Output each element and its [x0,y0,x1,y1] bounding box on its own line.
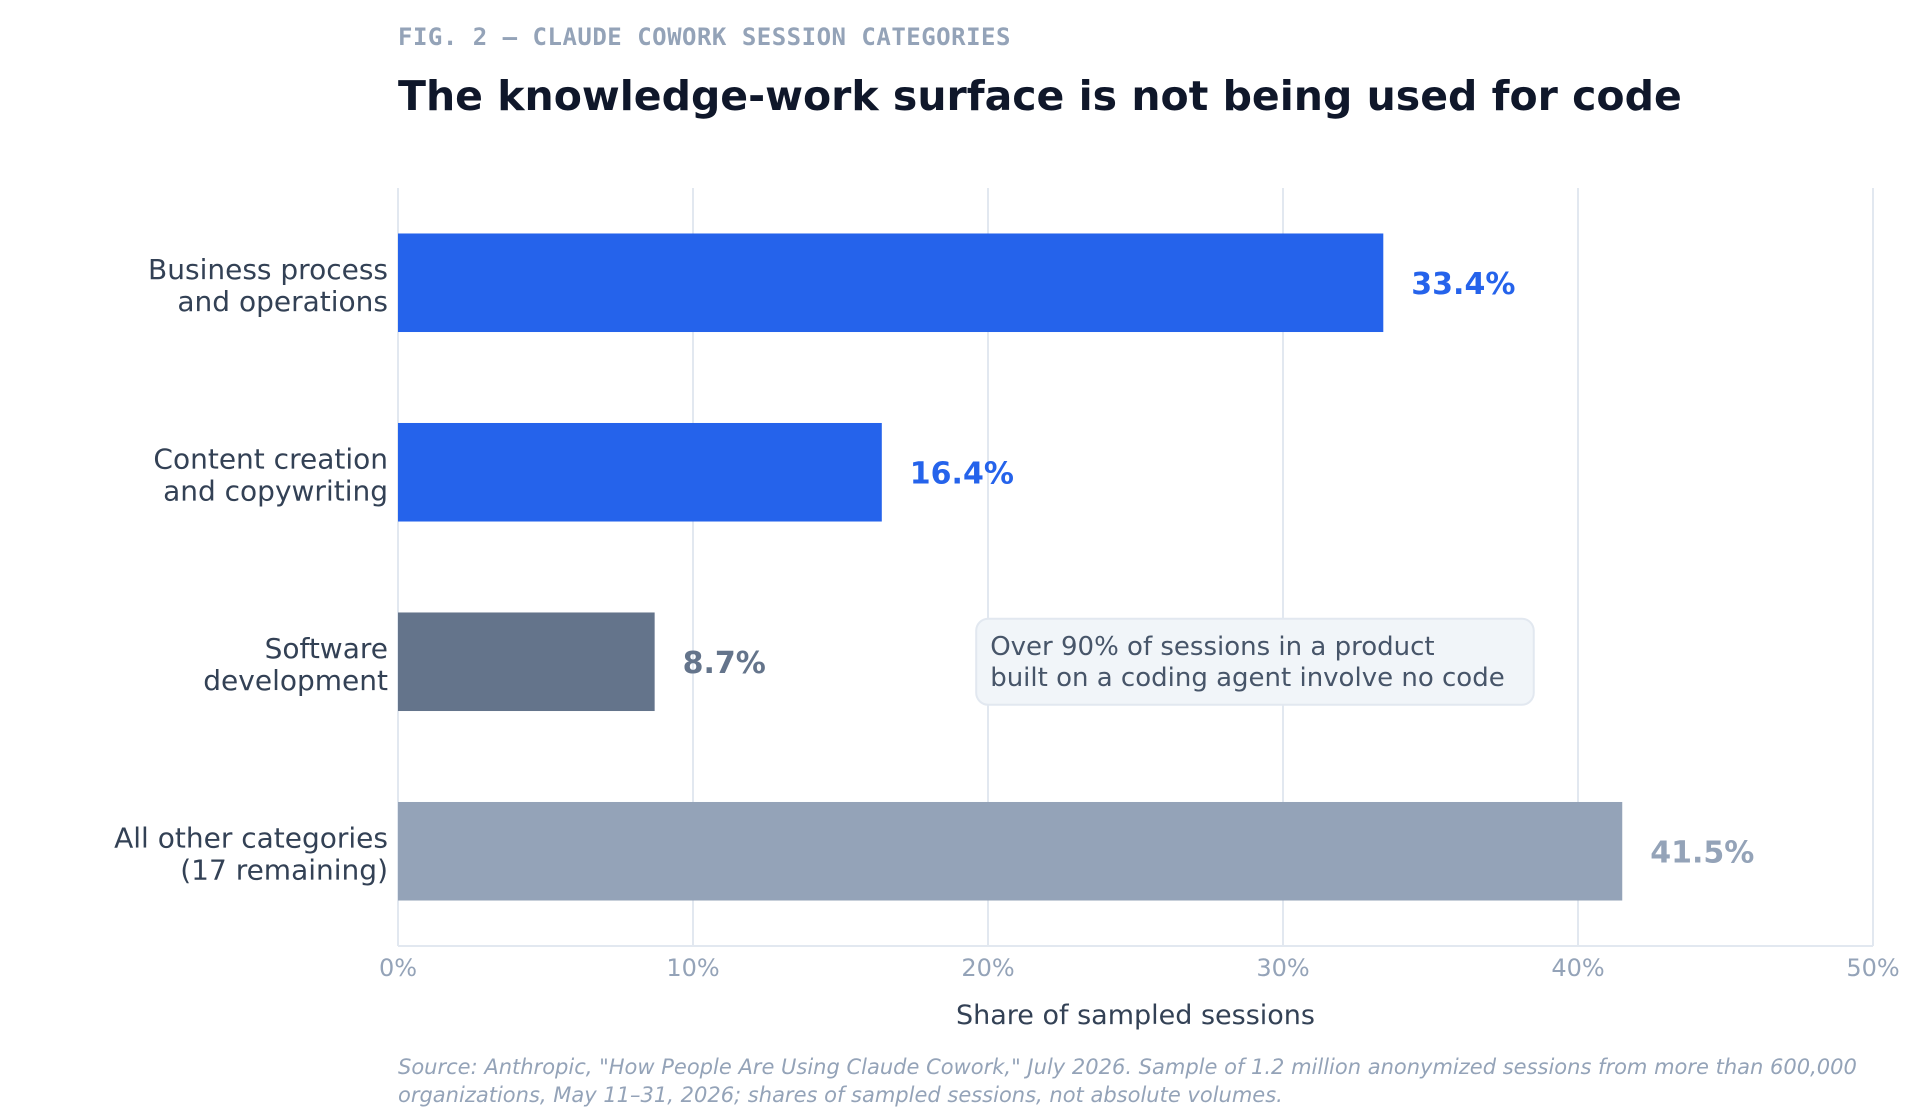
category-label-line: development [203,664,388,697]
source-note: Source: Anthropic, "How People Are Using… [398,1055,1864,1107]
annotation-callout: Over 90% of sessions in a product built … [975,617,1535,706]
value-label: 33.4% [1411,267,1515,302]
bar [398,422,882,522]
annotation-text: Over 90% of sessions in a product built … [990,632,1505,693]
category-label-line: and copywriting [163,474,388,507]
x-tick-label: 50% [1846,954,1899,982]
x-tick-label: 30% [1256,954,1309,982]
category-label: Business process and operations [148,253,388,318]
source-line-1: Source: Anthropic, "How People Are Using… [398,1055,1857,1079]
source-line-2: organizations, May 11–31, 2026; shares o… [398,1083,1283,1107]
x-axis-label: Share of sampled sessions [956,1000,1315,1031]
value-label: 8.7% [683,646,766,681]
value-label: 16.4% [910,456,1014,491]
category-label: Content creation and copywriting [153,442,388,507]
x-tick-label: 40% [1551,954,1604,982]
bars [398,233,1623,901]
figure-label: FIG. 2 — CLAUDE COWORK SESSION CATEGORIE… [398,23,1011,51]
category-label-line: Business process [148,253,388,286]
value-labels: 33.4% 16.4% 8.7% 41.5% [683,267,1755,871]
category-label: All other categories (17 remaining) [114,821,388,886]
x-tick-label: 0% [379,954,417,982]
chart-title: The knowledge-work surface is not being … [398,72,1682,120]
category-labels: Business process and operations Content cr… [114,253,388,887]
bar [398,612,655,712]
category-label: Software development [203,632,388,697]
bar [398,801,1623,901]
annotation-box [975,617,1535,706]
x-tick-label: 10% [666,954,719,982]
category-label-line: Content creation [153,442,388,475]
category-label-line: (17 remaining) [180,853,388,886]
value-label: 41.5% [1650,835,1754,870]
x-tick-label: 20% [961,954,1014,982]
category-label-line: Software [265,632,388,665]
x-axis-ticks: 0% 10% 20% 30% 40% 50% [379,954,1900,982]
annotation-line-1: Over 90% of sessions in a product [990,632,1434,662]
bar [398,233,1384,333]
annotation-line-2: built on a coding agent involve no code [990,663,1505,693]
category-label-line: and operations [177,285,388,318]
category-label-line: All other categories [114,821,388,854]
